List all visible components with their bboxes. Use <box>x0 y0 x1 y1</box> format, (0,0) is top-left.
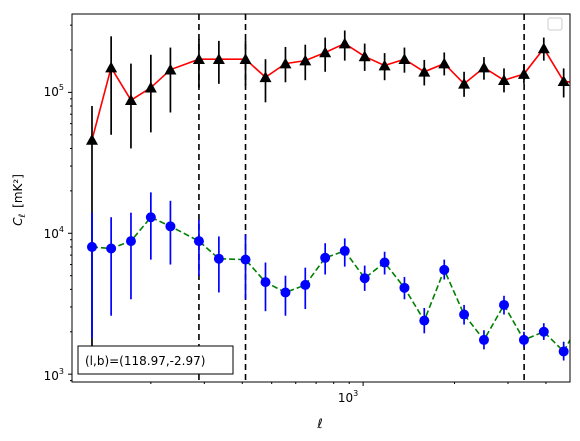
data-point <box>558 346 569 357</box>
data-point <box>299 54 312 66</box>
data-point <box>85 133 98 145</box>
data-point <box>458 77 471 89</box>
data-point <box>477 61 490 73</box>
plot-content <box>85 14 570 382</box>
data-point <box>557 75 570 87</box>
data-point <box>240 254 251 265</box>
data-point <box>517 68 530 79</box>
data-point <box>260 277 271 288</box>
data-point <box>106 243 117 254</box>
data-point <box>164 63 177 75</box>
data-point <box>319 46 332 58</box>
data-point <box>459 309 470 320</box>
legend-box <box>547 17 563 31</box>
data-point <box>498 299 509 310</box>
data-point <box>144 81 157 93</box>
data-point <box>518 334 529 345</box>
y-tick-label-1e5: 105 <box>44 83 64 99</box>
data-point <box>439 264 450 275</box>
series-1 <box>85 30 570 375</box>
data-point <box>193 236 204 247</box>
x-tick-label-1e3: 103 <box>338 389 358 405</box>
plot-area <box>72 14 570 382</box>
y-tick-label-1e4: 104 <box>44 225 64 241</box>
x-axis-label: ℓ <box>316 417 322 432</box>
data-point <box>338 37 351 49</box>
data-point <box>379 257 390 268</box>
data-point <box>165 221 176 232</box>
data-point <box>105 61 118 73</box>
y-tick-labels: 103 104 105 <box>44 83 64 383</box>
series-layer <box>85 30 570 375</box>
y-axis-label: Cℓ[mK²] <box>11 174 28 226</box>
data-point <box>438 57 451 69</box>
data-point <box>192 53 205 64</box>
data-point <box>339 245 350 256</box>
data-point <box>378 59 391 71</box>
data-point <box>419 315 430 326</box>
series-2 <box>86 192 570 361</box>
annotation-box <box>77 345 234 375</box>
data-point <box>359 273 370 284</box>
data-point <box>537 42 550 54</box>
data-point <box>145 212 156 223</box>
data-point <box>125 236 136 247</box>
data-point <box>538 326 549 337</box>
data-point <box>124 94 137 106</box>
data-point <box>279 57 292 69</box>
data-point <box>300 279 311 290</box>
data-point <box>320 252 331 263</box>
data-point <box>358 50 371 62</box>
data-point <box>478 334 489 345</box>
data-point <box>213 253 224 264</box>
data-point <box>280 287 291 298</box>
data-point <box>86 241 97 252</box>
major-ticks <box>68 91 364 386</box>
data-point <box>497 74 510 86</box>
data-point <box>418 65 431 77</box>
plot-frame <box>71 13 571 383</box>
annotation-text: (l,b)=(118.97,-2.97) <box>85 354 205 368</box>
y-tick-label-1e3: 103 <box>44 367 64 383</box>
data-point <box>239 53 252 64</box>
data-point <box>399 282 410 293</box>
data-point <box>398 53 411 64</box>
data-point <box>212 53 225 64</box>
data-point <box>259 71 272 83</box>
